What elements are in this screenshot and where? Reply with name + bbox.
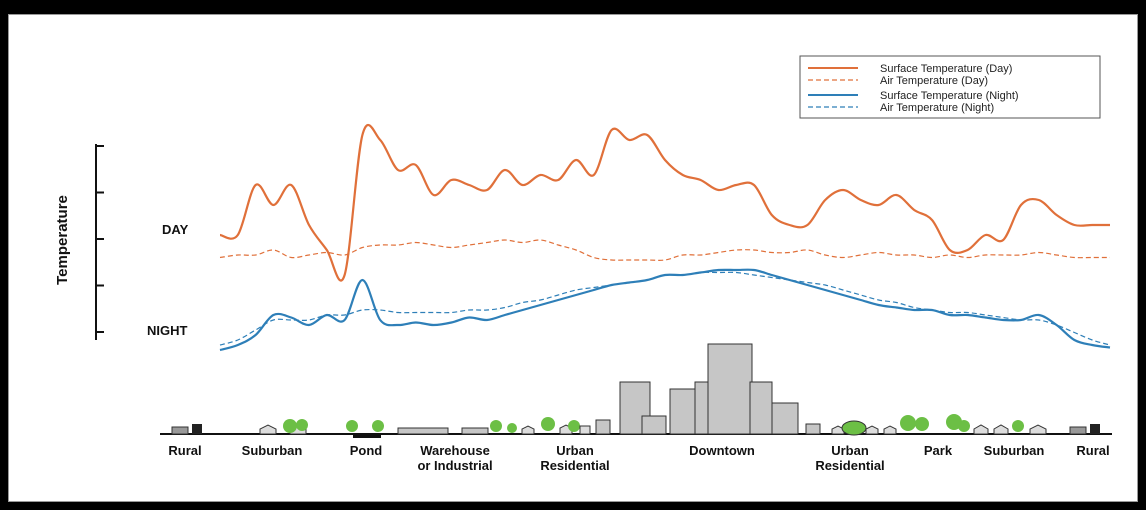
x-zone-label: Residential: [540, 458, 609, 473]
x-zone-label: Urban: [556, 443, 594, 458]
tree-icon: [841, 420, 867, 436]
rural-building: [1069, 426, 1087, 435]
x-zone-label: Rural: [1076, 443, 1109, 458]
x-zone-label: Rural: [168, 443, 201, 458]
tree-icon: [958, 420, 970, 432]
series-surface-night: [219, 268, 1111, 352]
house-icon: [579, 425, 591, 435]
building: [771, 402, 799, 435]
house-icon: [521, 425, 535, 435]
house-icon: [883, 425, 897, 435]
x-zone-label: Park: [924, 443, 953, 458]
building: [805, 423, 821, 435]
tree-icon: [900, 415, 916, 431]
legend-air-day: Air Temperature (Day): [880, 75, 988, 87]
y-axis-label: Temperature: [54, 195, 71, 285]
legend-surface-night: Surface Temperature (Night): [880, 90, 1019, 102]
house-icon: [1029, 424, 1047, 435]
legend-box: [799, 55, 1101, 119]
day-row-label: DAY: [162, 222, 189, 237]
tree-icon: [283, 419, 297, 433]
house-icon: [831, 425, 845, 435]
building: [749, 381, 773, 435]
legend: Surface Temperature (Day) Air Temperatur…: [799, 55, 1101, 119]
tree-icon: [1012, 420, 1024, 432]
rural-silo: [1090, 424, 1100, 434]
tree-icon: [296, 419, 308, 431]
x-zone-label: Urban: [831, 443, 869, 458]
tree-icon: [372, 420, 384, 432]
city-profile-illustration: [160, 343, 1112, 438]
rural-building: [171, 426, 189, 435]
x-zone-label: Suburban: [984, 443, 1045, 458]
tree-icon: [541, 417, 555, 431]
tree-icon: [346, 420, 358, 432]
series-surface-day: [219, 124, 1110, 282]
series-air-night: [219, 271, 1111, 346]
x-zone-label: Warehouse: [420, 443, 490, 458]
series-air-day: [219, 239, 1110, 261]
building: [669, 388, 697, 435]
house-icon: [259, 424, 277, 435]
house-icon: [973, 424, 989, 435]
x-zone-label: Suburban: [242, 443, 303, 458]
pond-icon: [353, 434, 381, 438]
tower-building: [707, 343, 753, 435]
legend-air-night: Air Temperature (Night): [880, 102, 994, 114]
tree-icon: [490, 420, 502, 432]
tree-icon: [915, 417, 929, 431]
house-icon: [993, 424, 1009, 435]
house-icon: [865, 425, 879, 435]
tree-icon: [568, 420, 580, 432]
building: [595, 419, 611, 435]
building: [641, 415, 667, 435]
night-row-label: NIGHT: [147, 323, 188, 338]
x-zone-label: Residential: [815, 458, 884, 473]
warehouse-building: [461, 427, 489, 435]
x-zone-label: or Industrial: [417, 458, 492, 473]
warehouse-building: [397, 427, 449, 435]
legend-surface-day: Surface Temperature (Day): [880, 63, 1012, 75]
x-zone-label: Downtown: [689, 443, 755, 458]
tree-icon: [507, 423, 517, 433]
rural-silo: [192, 424, 202, 434]
x-zone-label: Pond: [350, 443, 383, 458]
